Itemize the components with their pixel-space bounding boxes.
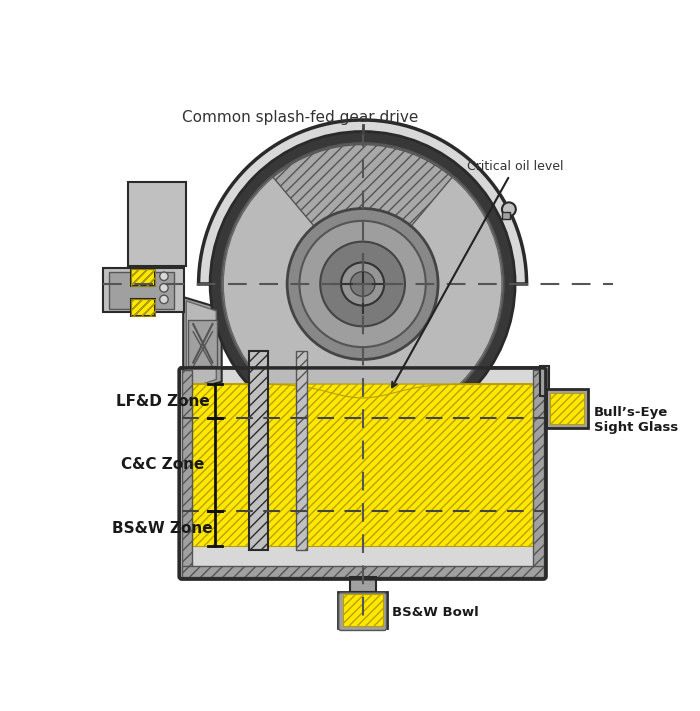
Bar (342, 594, 383, 626)
Wedge shape (273, 144, 452, 284)
Circle shape (502, 203, 516, 216)
Text: LF&D Zone: LF&D Zone (116, 393, 209, 409)
Circle shape (223, 144, 502, 423)
Bar (349, 577, 376, 592)
Bar (193, 384, 533, 546)
Text: Common splash-fed gear drive: Common splash-fed gear drive (182, 110, 418, 125)
Bar (550, 393, 584, 424)
Bar (540, 366, 549, 395)
Bar (546, 390, 588, 428)
Bar (248, 351, 268, 550)
Bar (131, 269, 155, 286)
Polygon shape (186, 301, 216, 390)
Bar (338, 592, 387, 629)
Circle shape (341, 262, 384, 306)
Circle shape (300, 221, 426, 347)
Polygon shape (183, 297, 222, 392)
Text: C&C Zone: C&C Zone (120, 457, 204, 472)
Circle shape (350, 272, 375, 296)
Bar (342, 594, 383, 626)
Bar (103, 268, 184, 312)
Bar (502, 213, 510, 218)
Bar (533, 370, 543, 577)
Text: Critical oil level: Critical oil level (392, 160, 563, 387)
FancyBboxPatch shape (339, 593, 386, 631)
Text: BS&W Bowl: BS&W Bowl (392, 606, 479, 619)
Bar (193, 384, 533, 546)
Circle shape (210, 132, 515, 437)
Circle shape (321, 242, 405, 326)
Bar (295, 351, 307, 550)
Circle shape (222, 143, 503, 425)
Circle shape (287, 208, 438, 360)
Text: BS&W Zone: BS&W Zone (112, 521, 213, 536)
Bar (182, 370, 192, 577)
FancyBboxPatch shape (179, 368, 546, 579)
Circle shape (160, 284, 168, 292)
Circle shape (160, 272, 168, 281)
Bar (188, 320, 217, 366)
Bar (131, 299, 155, 316)
Bar (127, 181, 186, 267)
Bar (182, 566, 544, 577)
Wedge shape (199, 120, 526, 284)
Text: Bull’s-Eye
Sight Glass: Bull’s-Eye Sight Glass (594, 406, 678, 434)
Bar (108, 272, 174, 309)
Bar (131, 269, 155, 286)
Bar (550, 393, 584, 424)
Circle shape (160, 295, 168, 304)
Bar (131, 299, 155, 316)
